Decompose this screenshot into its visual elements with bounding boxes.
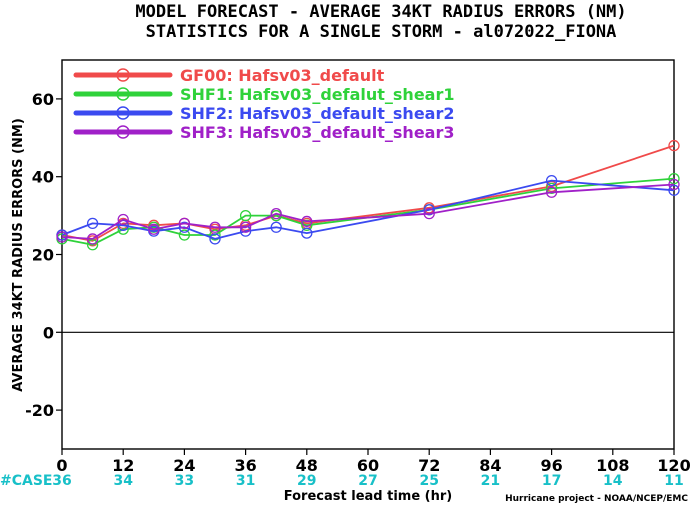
- x-tick-label: 84: [479, 456, 501, 475]
- data-point: [270, 221, 282, 233]
- data-point: [178, 217, 191, 230]
- data-point: [423, 208, 435, 220]
- y-tick-label: -20: [25, 401, 54, 420]
- series-line-2: [61, 177, 675, 246]
- x-tick-label: 24: [173, 456, 195, 475]
- case-count: 29: [297, 473, 316, 489]
- legend-marker-3: [116, 106, 130, 120]
- x-tick-label: 12: [112, 456, 134, 475]
- data-point: [148, 223, 160, 235]
- data-point: [56, 231, 68, 243]
- series-line-4: [61, 183, 675, 240]
- data-point: [239, 209, 252, 222]
- case-count: 11: [664, 473, 683, 489]
- x-tick-label: 120: [657, 456, 690, 475]
- data-point: [545, 182, 558, 195]
- case-count: 33: [175, 473, 194, 489]
- chart-subtitle: STATISTICS FOR A SINGLE STORM - al072022…: [146, 22, 617, 42]
- legend-entry-4: SHF3: Hafsv03_default_shear3: [180, 123, 454, 142]
- data-point: [545, 186, 558, 198]
- legend-entry-1: GF00: Hafsv03_default: [180, 66, 385, 85]
- data-point: [301, 227, 313, 239]
- legend-entry-3: SHF2: Hafsv03_default_shear2: [180, 104, 454, 123]
- legend-marker-2: [116, 87, 130, 101]
- data-point: [301, 219, 313, 231]
- credit-text: Hurricane project - NOAA/NCEP/EMC: [505, 494, 688, 504]
- x-tick-label: 72: [418, 456, 440, 475]
- data-point: [209, 221, 221, 233]
- data-point: [86, 233, 99, 245]
- y-axis-label: AVERAGE 34KT RADIUS ERRORS (NM): [11, 118, 26, 392]
- legend-marker-4: [116, 125, 130, 139]
- case-count: 27: [358, 473, 377, 489]
- chart-title: MODEL FORECAST - AVERAGE 34KT RADIUS ERR…: [135, 2, 626, 22]
- case-count: 25: [419, 473, 438, 489]
- data-point: [668, 172, 680, 185]
- x-tick-label: 60: [357, 456, 379, 475]
- data-point: [668, 178, 680, 191]
- case-count: 21: [481, 473, 500, 489]
- plot-area: -200204060036123424333631482960277225842…: [25, 59, 691, 489]
- y-tick-label: 0: [43, 323, 54, 342]
- data-point: [178, 221, 191, 233]
- data-point: [117, 213, 129, 226]
- y-tick-label: 60: [32, 90, 54, 109]
- x-tick-label: 0: [56, 456, 67, 475]
- case-count: 31: [236, 473, 255, 489]
- data-point: [270, 208, 282, 220]
- y-tick-label: 40: [32, 168, 54, 187]
- data-point: [239, 221, 252, 233]
- legend-entry-2: SHF1: Hafsv03_defalut_shear1: [180, 85, 454, 104]
- x-tick-label: 96: [540, 456, 562, 475]
- data-point: [178, 229, 191, 241]
- case-count: 14: [603, 473, 623, 489]
- x-tick-label: 108: [596, 456, 629, 475]
- data-point: [209, 229, 221, 241]
- case-count: 17: [542, 473, 561, 489]
- x-tick-label: 48: [296, 456, 318, 475]
- data-point: [209, 233, 221, 245]
- data-point: [545, 174, 558, 187]
- data-point: [423, 204, 435, 216]
- data-point: [239, 225, 252, 237]
- legend-marker-1: [116, 68, 130, 82]
- data-point: [668, 139, 680, 152]
- x-tick-label: 36: [234, 456, 256, 475]
- x-axis-label: Forecast lead time (hr): [284, 489, 452, 504]
- y-tick-label: 20: [32, 246, 54, 265]
- case-count: 36: [52, 473, 71, 489]
- case-count-label: #CASE: [0, 473, 53, 489]
- case-count: 34: [113, 473, 133, 489]
- data-point: [86, 217, 99, 230]
- data-point: [301, 215, 313, 228]
